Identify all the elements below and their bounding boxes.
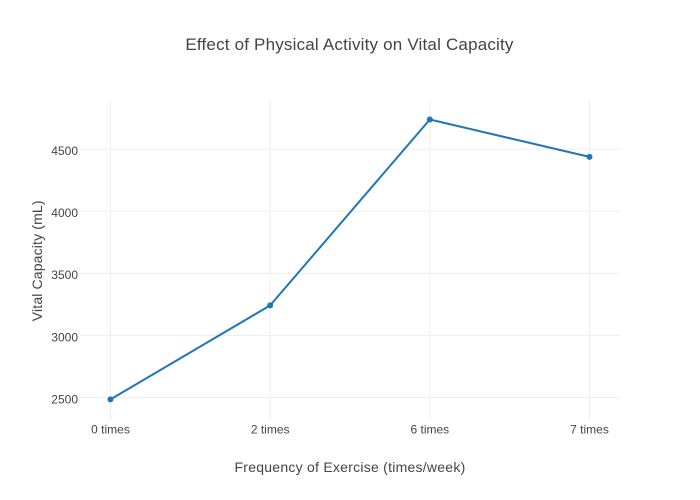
svg-text:0 times: 0 times [91, 423, 130, 437]
svg-text:2500: 2500 [51, 392, 78, 406]
svg-text:4000: 4000 [51, 206, 78, 220]
svg-text:Frequency of Exercise (times/w: Frequency of Exercise (times/week) [234, 459, 465, 475]
svg-text:Effect of Physical Activity on: Effect of Physical Activity on Vital Cap… [185, 35, 514, 54]
svg-text:2 times: 2 times [251, 423, 290, 437]
svg-text:3500: 3500 [51, 268, 78, 282]
svg-text:6 times: 6 times [410, 423, 449, 437]
svg-text:Vital Capacity (mL): Vital Capacity (mL) [29, 200, 45, 321]
svg-text:4500: 4500 [51, 144, 78, 158]
svg-text:3000: 3000 [51, 330, 78, 344]
svg-text:7 times: 7 times [570, 423, 609, 437]
